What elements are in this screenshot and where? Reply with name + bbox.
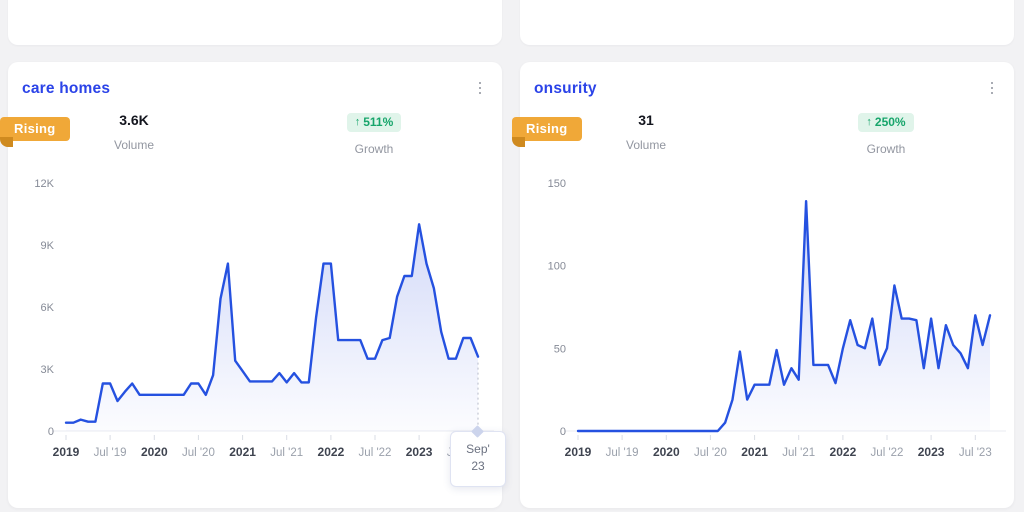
- top-cut-off-row: [0, 0, 1024, 45]
- svg-text:Jul '19: Jul '19: [606, 447, 639, 459]
- svg-text:6K: 6K: [41, 302, 55, 314]
- svg-text:2021: 2021: [741, 445, 768, 459]
- svg-text:2019: 2019: [565, 445, 592, 459]
- svg-text:2020: 2020: [653, 445, 680, 459]
- svg-text:Jul '20: Jul '20: [694, 447, 727, 459]
- svg-text:100: 100: [548, 261, 566, 273]
- svg-text:Jul '21: Jul '21: [782, 447, 815, 459]
- card-title[interactable]: onsurity: [534, 80, 597, 97]
- svg-text:2019: 2019: [53, 445, 80, 459]
- tooltip-year: 23: [471, 459, 485, 473]
- up-arrow-icon: ↑: [866, 116, 872, 128]
- kebab-menu-icon[interactable]: [984, 79, 1000, 97]
- svg-text:2022: 2022: [318, 445, 345, 459]
- svg-text:9K: 9K: [41, 240, 55, 252]
- volume-stat: 3.6K Volume: [94, 112, 174, 152]
- trend-card-onsurity: onsurity Rising 31 Volume ↑ 250% Growth …: [512, 62, 1014, 508]
- trend-chart-onsurity[interactable]: 0 50 100 150 2019 Jul '19 2020 Jul '20 2021 Jul '…: [520, 162, 1014, 502]
- volume-value: 3.6K: [119, 112, 149, 128]
- rising-badge-label: Rising: [526, 121, 568, 136]
- svg-text:3K: 3K: [41, 364, 55, 376]
- cut-off-card-left: [8, 0, 502, 45]
- growth-value: 250%: [874, 115, 906, 129]
- volume-label: Volume: [113, 138, 155, 152]
- kebab-menu-icon[interactable]: [472, 79, 488, 97]
- svg-text:Jul '20: Jul '20: [182, 447, 215, 459]
- cut-off-card-right: [520, 0, 1014, 45]
- growth-badge: ↑ 511%: [346, 113, 402, 132]
- rising-badge: Rising: [0, 117, 70, 147]
- svg-text:2020: 2020: [141, 445, 168, 459]
- growth-value: 511%: [363, 115, 394, 129]
- svg-text:Jul '21: Jul '21: [270, 447, 303, 459]
- svg-text:150: 150: [548, 178, 566, 190]
- svg-text:Jul '19: Jul '19: [94, 447, 127, 459]
- volume-value: 31: [638, 112, 654, 128]
- growth-stat: ↑ 250% Growth: [846, 112, 926, 156]
- up-arrow-icon: ↑: [354, 116, 361, 128]
- svg-text:Jul '22: Jul '22: [871, 447, 904, 459]
- chart-tooltip: Sep' 23: [450, 431, 506, 487]
- rising-badge-label: Rising: [14, 121, 56, 136]
- svg-text:50: 50: [554, 343, 566, 355]
- svg-text:Jul '23: Jul '23: [959, 447, 992, 459]
- growth-label: Growth: [354, 142, 394, 156]
- svg-text:12K: 12K: [34, 178, 54, 190]
- svg-text:2023: 2023: [406, 445, 433, 459]
- growth-label: Growth: [866, 142, 906, 156]
- tooltip-month: Sep': [466, 442, 490, 456]
- growth-badge: ↑ 250%: [858, 113, 914, 132]
- svg-text:0: 0: [48, 426, 54, 438]
- svg-text:0: 0: [560, 426, 566, 438]
- growth-stat: ↑ 511% Growth: [334, 112, 414, 156]
- trend-chart-care-homes[interactable]: 0 3K 6K 9K 12K 2019 Jul '19 2020 Jul '20 2021 Jul …: [8, 162, 502, 502]
- rising-badge: Rising: [512, 117, 582, 147]
- trend-card-care-homes: care homes Rising 3.6K Volume ↑ 511% Gro…: [0, 62, 506, 508]
- svg-text:Jul '22: Jul '22: [359, 447, 392, 459]
- volume-label: Volume: [625, 138, 667, 152]
- svg-text:2022: 2022: [830, 445, 857, 459]
- svg-text:2021: 2021: [229, 445, 256, 459]
- volume-stat: 31 Volume: [606, 112, 686, 152]
- svg-text:2023: 2023: [918, 445, 945, 459]
- card-title[interactable]: care homes: [22, 80, 111, 97]
